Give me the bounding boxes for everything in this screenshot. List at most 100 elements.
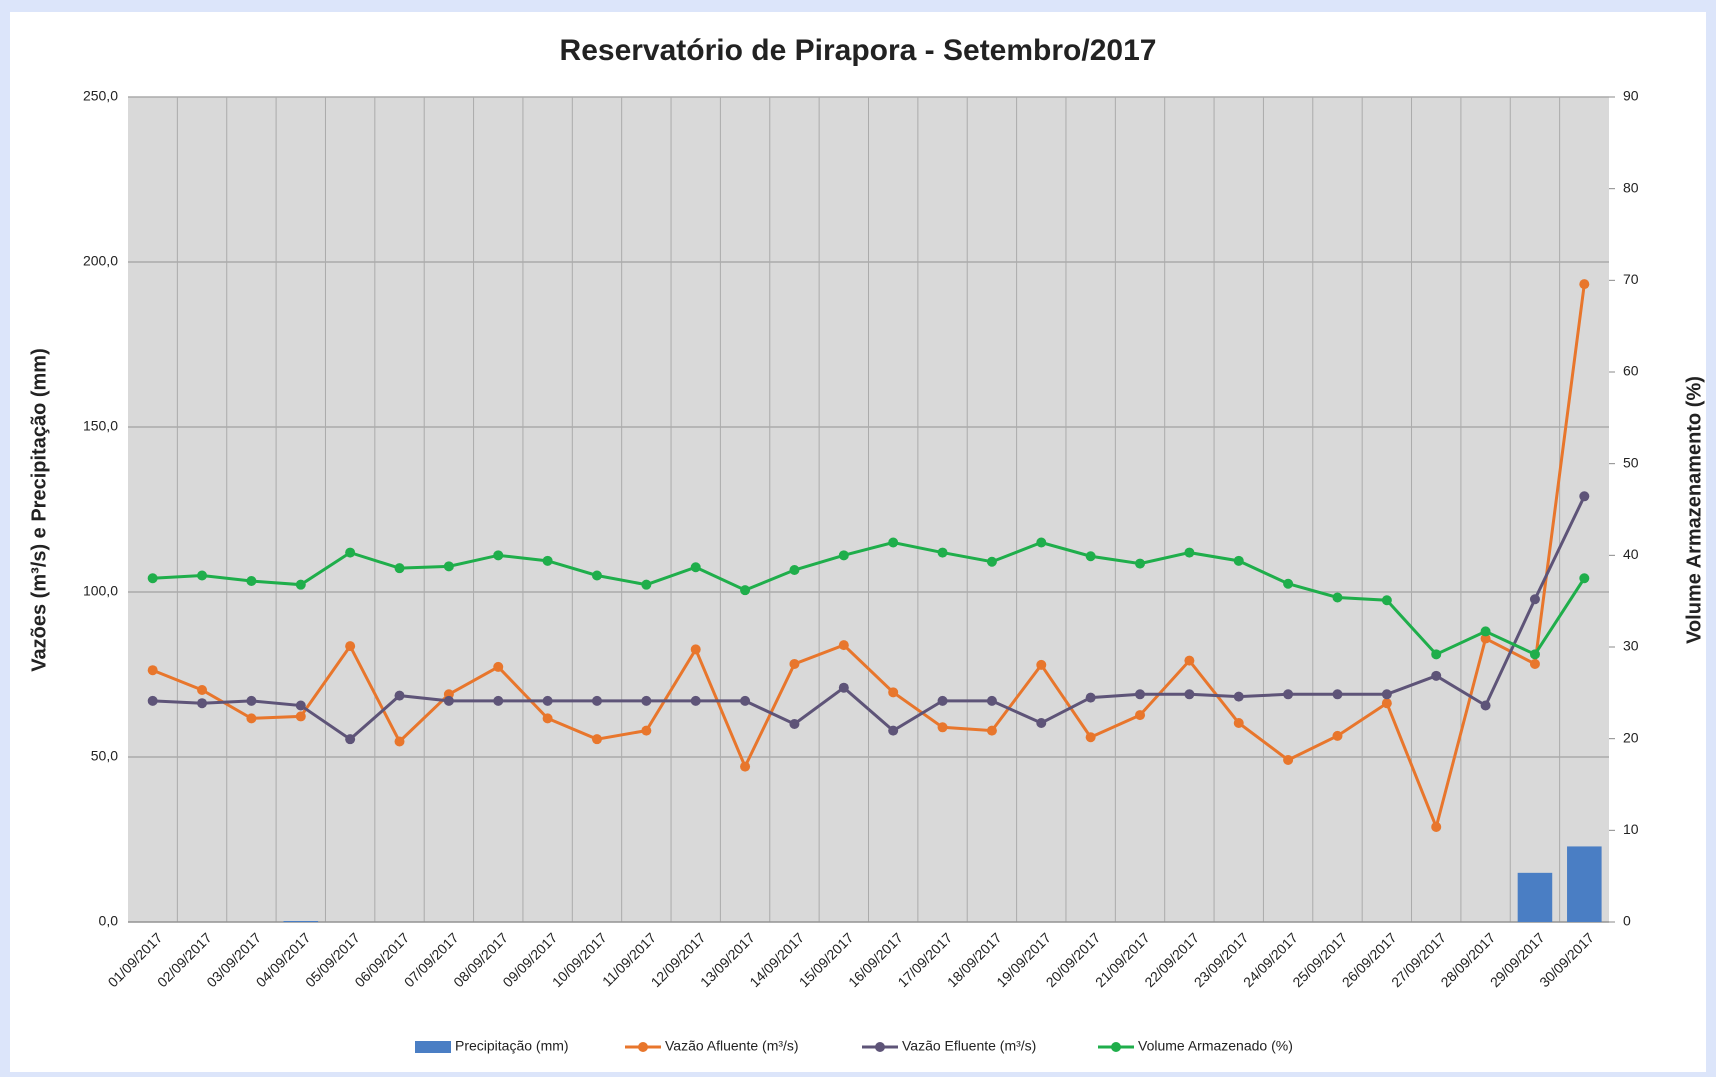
y-tick-label: 200,0	[83, 253, 118, 269]
marker	[740, 695, 751, 706]
marker	[295, 700, 306, 711]
marker	[394, 736, 405, 747]
y2-tick-label: 50	[1623, 454, 1639, 470]
y-tick-label: 150,0	[83, 418, 118, 434]
y2-tick-label: 30	[1623, 638, 1639, 654]
marker	[789, 658, 800, 669]
y2-tick-label: 0	[1623, 913, 1631, 929]
y2-tick-label: 10	[1623, 821, 1639, 837]
marker	[1480, 700, 1491, 711]
marker	[197, 570, 208, 581]
marker	[1332, 592, 1343, 603]
marker	[493, 695, 504, 706]
y2-tick-label: 90	[1623, 88, 1639, 104]
marker	[937, 695, 948, 706]
legend-marker	[875, 1042, 885, 1052]
marker	[1233, 691, 1244, 702]
marker	[246, 695, 257, 706]
legend-swatch	[415, 1041, 451, 1053]
marker	[1085, 732, 1096, 743]
marker	[345, 734, 356, 745]
marker	[1036, 718, 1047, 729]
y-axis-title: Vazões (m³/s) e Precipitação (mm)	[28, 348, 50, 671]
legend-label: Volume Armazenado (%)	[1138, 1038, 1293, 1054]
bar	[283, 921, 319, 922]
marker	[443, 695, 454, 706]
marker	[1431, 670, 1442, 681]
bar	[1567, 846, 1602, 922]
marker	[641, 695, 652, 706]
marker	[1529, 658, 1540, 669]
marker	[1184, 689, 1195, 700]
legend-label: Precipitação (mm)	[455, 1038, 569, 1054]
marker	[1283, 689, 1294, 700]
marker	[1135, 689, 1146, 700]
marker	[1579, 491, 1590, 502]
marker	[1381, 698, 1392, 709]
y2-tick-label: 70	[1623, 271, 1639, 287]
marker	[1184, 547, 1195, 558]
marker	[690, 695, 701, 706]
y2-axis-title: Volume Armazenamento (%)	[1683, 376, 1705, 644]
marker	[345, 547, 356, 558]
marker	[888, 537, 899, 548]
marker	[1085, 692, 1096, 703]
marker	[295, 579, 306, 590]
marker	[1283, 754, 1294, 765]
marker	[986, 695, 997, 706]
marker	[295, 711, 306, 722]
y2-tick-label: 60	[1623, 363, 1639, 379]
marker	[197, 698, 208, 709]
legend-marker	[638, 1042, 648, 1052]
marker	[937, 547, 948, 558]
marker	[1184, 655, 1195, 666]
y2-tick-label: 80	[1623, 179, 1639, 195]
marker	[937, 722, 948, 733]
marker	[197, 685, 208, 696]
marker	[1233, 718, 1244, 729]
marker	[986, 725, 997, 736]
marker	[740, 761, 751, 772]
marker	[147, 665, 158, 676]
marker	[888, 687, 899, 698]
marker	[838, 640, 849, 651]
y-tick-label: 250,0	[83, 88, 118, 104]
chart-title: Reservatório de Pirapora - Setembro/2017	[560, 34, 1157, 67]
legend-label: Vazão Afluente (m³/s)	[665, 1038, 799, 1054]
marker	[690, 644, 701, 655]
bar	[1517, 872, 1553, 922]
marker	[542, 695, 553, 706]
marker	[246, 576, 257, 586]
marker	[789, 565, 800, 575]
marker	[1529, 649, 1540, 660]
y-tick-label: 0,0	[99, 913, 119, 929]
marker	[986, 556, 997, 567]
marker	[591, 570, 602, 581]
y-tick-label: 100,0	[83, 583, 118, 599]
marker	[1036, 659, 1047, 670]
marker	[1135, 710, 1146, 721]
marker	[1480, 626, 1491, 637]
marker	[1579, 279, 1590, 290]
marker	[1431, 821, 1442, 832]
marker	[1085, 551, 1096, 562]
marker	[1135, 558, 1146, 569]
marker	[443, 561, 454, 572]
marker	[1529, 594, 1540, 605]
line	[152, 540, 1586, 657]
marker	[1431, 649, 1442, 660]
marker	[493, 661, 504, 672]
marker	[740, 585, 751, 596]
legend-marker	[1111, 1042, 1121, 1052]
marker	[690, 562, 701, 573]
marker	[493, 550, 504, 561]
marker	[147, 695, 158, 706]
marker	[1332, 730, 1343, 741]
line	[152, 283, 1586, 832]
marker	[1283, 578, 1294, 589]
marker	[345, 641, 356, 652]
marker	[591, 695, 602, 706]
marker	[838, 550, 849, 561]
marker	[1480, 633, 1491, 644]
